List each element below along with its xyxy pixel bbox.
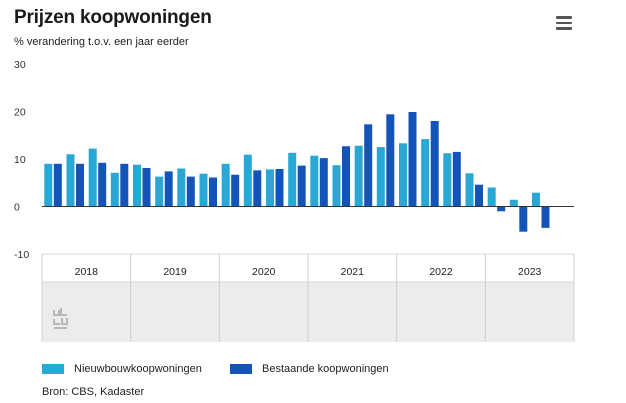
x-year-label: 2018	[75, 266, 99, 278]
bar-bestaande	[53, 163, 62, 207]
bar-chart: -10 0 10 20 30 2018 2019 2020 2021 2022 2023	[14, 59, 575, 342]
bar-nieuwbouw	[133, 164, 141, 207]
bar-bestaande	[475, 184, 483, 207]
bar-nieuwbouw	[266, 169, 274, 207]
source-note: Bron: CBS, Kadaster	[42, 386, 145, 398]
bar-bestaande	[120, 163, 129, 207]
bar-bestaande	[253, 170, 262, 207]
bar-nieuwbouw	[487, 187, 496, 207]
bar-nieuwbouw	[155, 176, 164, 207]
menu-line	[556, 21, 572, 25]
bar-nieuwbouw	[443, 153, 452, 207]
bar-bestaande	[142, 168, 151, 207]
bar-nieuwbouw	[532, 192, 540, 207]
bar-nieuwbouw	[421, 139, 430, 207]
chart-subtitle: % verandering t.o.v. een jaar eerder	[14, 36, 189, 48]
bar-bestaande	[98, 162, 107, 207]
cbs-logo-icon	[53, 308, 68, 329]
x-year-label: 2023	[518, 266, 542, 278]
bar-nieuwbouw	[332, 165, 341, 207]
bar-nieuwbouw	[66, 154, 75, 207]
bar-nieuwbouw	[221, 163, 230, 207]
y-tick-label: 20	[14, 107, 26, 119]
legend-label-nieuwbouw: Nieuwbouwkoopwoningen	[74, 363, 202, 375]
bar-nieuwbouw	[376, 147, 385, 207]
bar-bestaande	[186, 176, 195, 207]
bar-nieuwbouw	[310, 155, 319, 207]
chart-title: Prijzen koopwoningen	[14, 7, 212, 28]
bar-nieuwbouw	[354, 145, 363, 207]
bar-bestaande	[541, 206, 550, 228]
x-year-label: 2022	[429, 266, 453, 278]
bar-bestaande	[164, 171, 173, 207]
legend-item-nieuwbouw[interactable]: Nieuwbouwkoopwoningen	[42, 363, 202, 375]
bar-bestaande	[430, 121, 439, 207]
bar-nieuwbouw	[177, 168, 186, 207]
bar-nieuwbouw	[199, 173, 208, 207]
bar-bestaande	[297, 165, 306, 207]
bar-nieuwbouw	[110, 172, 119, 207]
y-tick-label: -10	[14, 249, 29, 261]
bar-bestaande	[76, 163, 84, 207]
bar-nieuwbouw	[243, 154, 252, 207]
bar-bestaande	[364, 124, 373, 207]
legend-label-bestaande: Bestaande koopwoningen	[262, 363, 389, 375]
x-year-label: 2020	[252, 266, 276, 278]
bar-bestaande	[519, 206, 528, 232]
bar-bestaande	[342, 146, 350, 207]
legend-item-bestaande[interactable]: Bestaande koopwoningen	[230, 363, 389, 375]
bar-bestaande	[452, 151, 461, 207]
bar-bestaande	[209, 177, 217, 207]
bar-nieuwbouw	[399, 143, 407, 207]
bar-nieuwbouw	[509, 199, 518, 207]
bar-nieuwbouw	[465, 173, 474, 207]
y-tick-label: 0	[14, 202, 20, 214]
bar-nieuwbouw	[88, 148, 97, 207]
bar-bestaande	[408, 112, 417, 207]
y-tick-label: 10	[14, 154, 26, 166]
bar-bestaande	[386, 114, 395, 207]
legend-swatch-bestaande	[230, 364, 252, 374]
bar-bestaande	[319, 158, 328, 207]
x-year-label: 2021	[341, 266, 365, 278]
menu-line	[556, 27, 572, 30]
bar-nieuwbouw	[288, 152, 297, 207]
bar-bestaande	[497, 206, 506, 212]
legend-swatch-nieuwbouw	[42, 364, 64, 374]
menu-line	[556, 16, 572, 19]
x-year-label: 2019	[163, 266, 187, 278]
bar-nieuwbouw	[44, 163, 53, 207]
bar-bestaande	[231, 174, 240, 207]
hamburger-menu-icon[interactable]	[556, 16, 572, 30]
y-tick-label: 30	[14, 59, 26, 71]
bar-bestaande	[275, 169, 284, 207]
